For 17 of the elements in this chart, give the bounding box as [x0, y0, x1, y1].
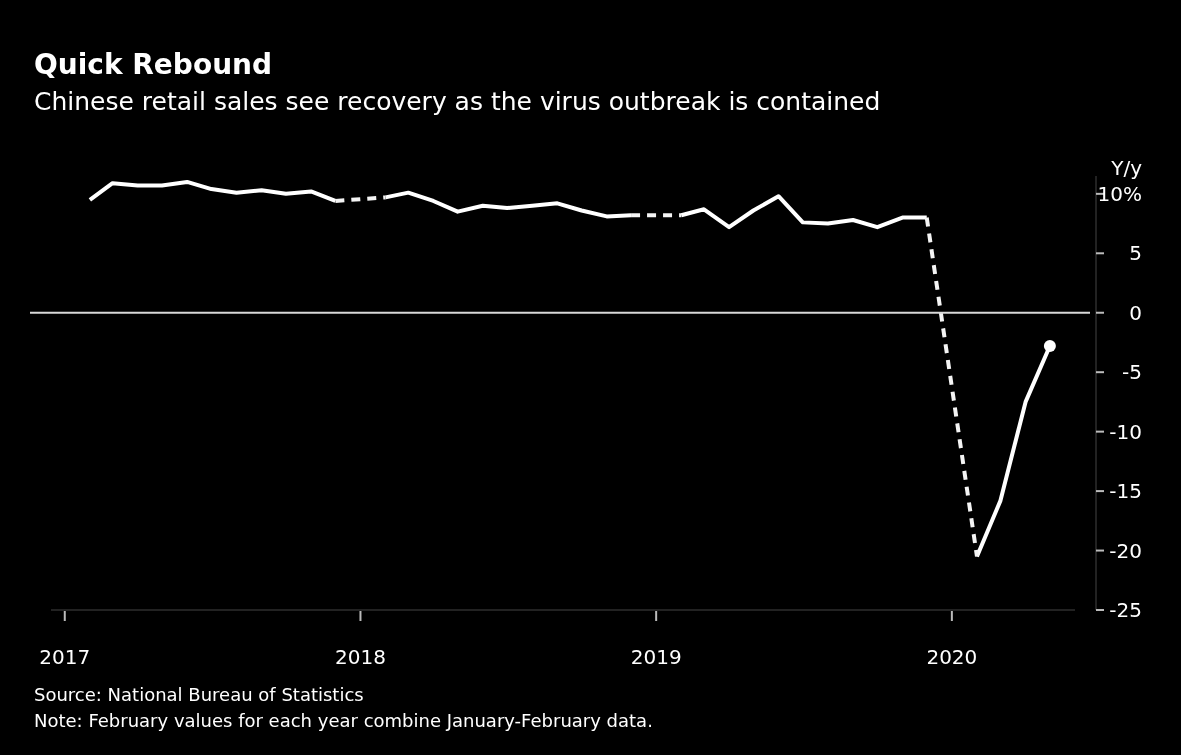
source-note: Source: National Bureau of Statistics — [34, 684, 364, 705]
chart-subtitle: Chinese retail sales see recovery as the virus outbreak is contained — [34, 87, 881, 116]
text: Note: February values for each year combine January-February data. — [34, 710, 653, 731]
y-tick-label: 5 — [1129, 241, 1142, 266]
y-axis-title: Y/y — [1110, 155, 1143, 180]
y-tick-label: 10% — [1097, 181, 1142, 206]
x-tick-label: 2019 — [630, 645, 682, 669]
y-tick-label: -25 — [1109, 598, 1142, 622]
x-tick-label: 2017 — [39, 645, 91, 669]
y-tick-label: -5 — [1122, 360, 1142, 385]
y-tick-label: -10 — [1109, 419, 1142, 444]
x-tick-label: 2020 — [926, 645, 978, 669]
y-tick-label: 0 — [1129, 300, 1142, 325]
x-tick-label: 2018 — [335, 645, 386, 669]
y-tick-label: -15 — [1109, 479, 1142, 504]
chart-title: Quick Rebound — [34, 48, 273, 81]
y-tick-label: -20 — [1109, 538, 1142, 563]
